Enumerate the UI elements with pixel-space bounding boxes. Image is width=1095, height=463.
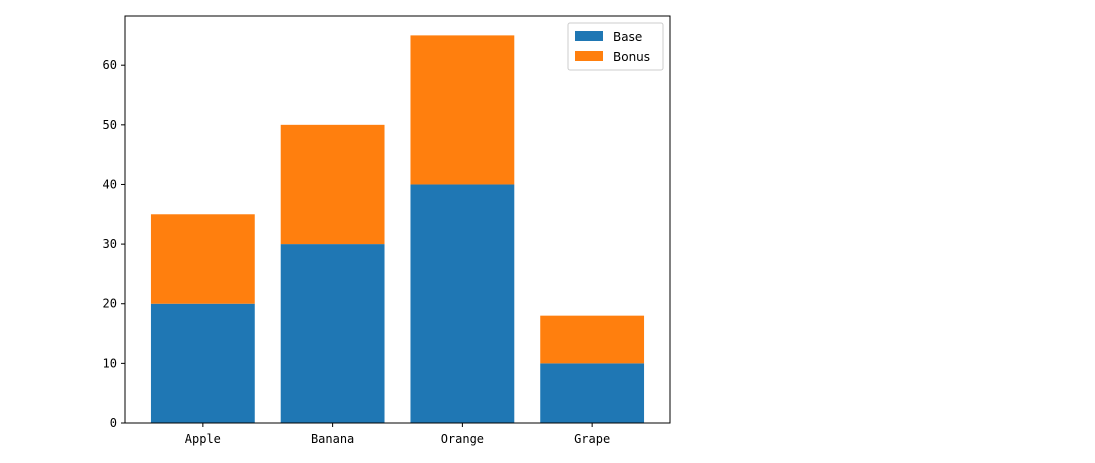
bar-base-grape	[540, 363, 645, 423]
bar-base-orange	[410, 184, 515, 423]
bar-bonus-grape	[540, 315, 645, 364]
y-tick-label: 30	[103, 237, 117, 251]
legend-label-base: Base	[613, 30, 642, 44]
bar-base-apple	[150, 303, 255, 423]
y-tick-label: 40	[103, 177, 117, 191]
bars-layer	[150, 35, 645, 423]
legend-swatch-base	[575, 31, 603, 41]
legend: Base Bonus	[567, 22, 664, 71]
x-tick-label-banana: Banana	[311, 432, 354, 446]
x-tick-label-grape: Grape	[574, 432, 610, 446]
bar-bonus-apple	[150, 214, 255, 304]
y-tick-label: 50	[103, 118, 117, 132]
bar-bonus-orange	[410, 35, 515, 185]
y-tick-label: 60	[103, 58, 117, 72]
bar-base-banana	[280, 244, 385, 423]
plot-frame	[124, 15, 671, 424]
y-tick-label: 10	[103, 356, 117, 370]
x-tick-label-orange: Orange	[441, 432, 484, 446]
legend-swatch-bonus	[575, 51, 603, 61]
legend-label-bonus: Bonus	[613, 50, 650, 64]
y-tick-label: 20	[103, 297, 117, 311]
axes-layer: 0 10 20 30 40 50 60 Apple Banana Orange Grape	[103, 15, 671, 446]
x-tick-label-apple: Apple	[185, 432, 221, 446]
y-tick-label: 0	[110, 416, 117, 430]
bar-bonus-banana	[280, 124, 385, 245]
